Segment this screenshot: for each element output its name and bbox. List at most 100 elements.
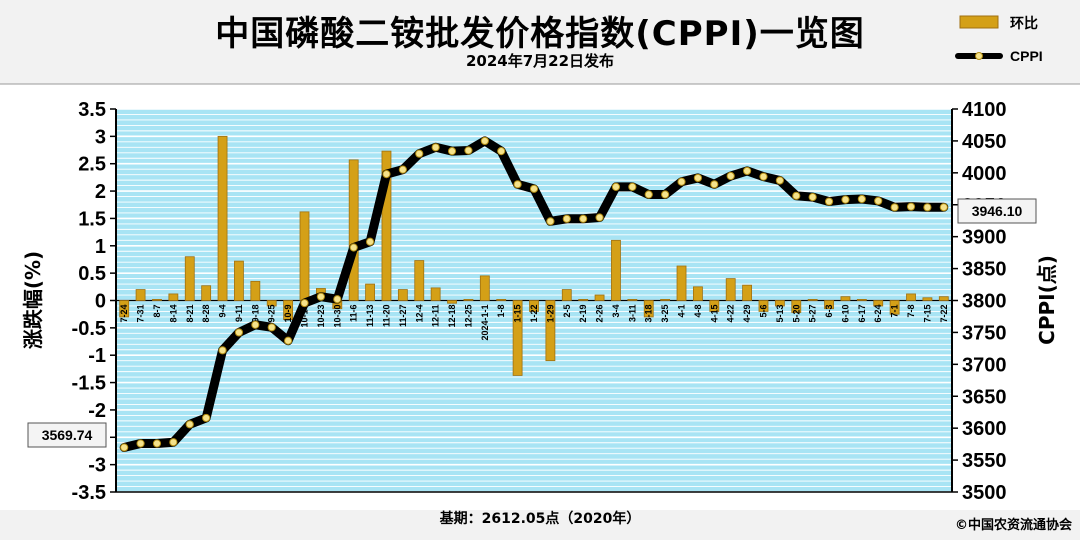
- x-axis-tick-label: 12-18: [447, 305, 457, 328]
- cppi-point: [431, 143, 440, 152]
- bar: [889, 300, 900, 315]
- cppi-point: [923, 203, 932, 212]
- x-axis-tick-label: 7-15: [922, 305, 932, 323]
- cppi-point: [464, 146, 473, 155]
- bar: [365, 283, 375, 301]
- bar: [725, 278, 736, 301]
- bar: [660, 299, 671, 301]
- left-axis-tick-label: 1: [95, 236, 106, 258]
- bar: [594, 294, 605, 301]
- cppi-point: [792, 191, 801, 200]
- plot-area: 3.532.521.510.50-0.5-1-1.5-2-2.5-3-3.541…: [72, 99, 1007, 504]
- cppi-point: [890, 203, 899, 212]
- legend-bar-label: 环比: [1010, 15, 1038, 31]
- bar: [758, 300, 769, 312]
- left-axis-tick-label: -2: [88, 400, 106, 422]
- cppi-point: [120, 443, 129, 452]
- x-axis-tick-label: 9-4: [218, 305, 228, 318]
- x-axis-tick-label: 6-24: [873, 305, 883, 323]
- callout-first-value: 3569.74: [42, 427, 93, 443]
- cppi-point: [857, 194, 866, 204]
- bar: [774, 300, 785, 307]
- cppi-point: [185, 420, 194, 429]
- cppi-point: [546, 217, 555, 226]
- cppi-point: [562, 214, 571, 223]
- cppi-point: [742, 166, 752, 176]
- bar: [135, 289, 146, 301]
- bar: [676, 265, 687, 301]
- cppi-point: [234, 328, 244, 337]
- cppi-point: [497, 147, 506, 156]
- x-axis-tick-label: 12-4: [414, 305, 424, 323]
- x-axis-tick-label: 11-27: [398, 305, 408, 328]
- x-axis-tick-label: 1-29: [545, 305, 555, 323]
- x-axis-tick-label: 4-29: [742, 305, 752, 323]
- bar: [234, 260, 244, 301]
- bar: [742, 284, 753, 301]
- x-axis-tick-label: 7-22: [939, 305, 949, 323]
- bar: [397, 289, 408, 301]
- bar: [381, 150, 392, 301]
- right-axis-tick-label: 3750: [962, 322, 1007, 344]
- x-axis-tick-label: 10-16: [300, 305, 310, 328]
- cppi-point: [529, 184, 539, 193]
- callout-last: 3946.10: [957, 198, 1037, 224]
- cppi-point: [808, 192, 817, 202]
- x-axis-tick-label: 3-18: [644, 305, 654, 323]
- bar: [840, 296, 851, 301]
- right-axis-label: CPPI(点): [1035, 255, 1059, 345]
- right-axis-tick-label: 4050: [962, 131, 1007, 153]
- left-axis-tick-label: 0: [95, 291, 106, 313]
- x-axis-tick-label: 9-18: [250, 305, 260, 323]
- left-axis-tick-label: -3.5: [72, 482, 106, 504]
- right-axis-tick-label: 3500: [962, 482, 1007, 504]
- x-axis-tick-label: 6-17: [857, 305, 867, 323]
- bar: [561, 289, 572, 301]
- cppi-point: [710, 180, 719, 189]
- x-axis-tick-label: 5-6: [758, 305, 768, 318]
- bar: [856, 299, 867, 301]
- x-axis-tick-label: 8-28: [201, 305, 211, 323]
- bar: [266, 300, 277, 307]
- bar: [922, 297, 933, 301]
- cppi-point: [202, 413, 211, 423]
- x-axis-tick-label: 2024-1-1: [480, 304, 490, 340]
- chart-subtitle: 2024年7月22日发布: [465, 52, 615, 70]
- cppi-point: [316, 292, 326, 301]
- left-axis-tick-label: -1.5: [72, 373, 106, 395]
- cppi-point: [398, 165, 407, 174]
- cppi-point: [595, 213, 604, 222]
- callout-last-value: 3946.10: [972, 203, 1023, 219]
- cppi-point: [874, 196, 883, 206]
- bar: [283, 300, 294, 321]
- cppi-point: [152, 439, 162, 448]
- x-axis-tick-label: 1-15: [513, 305, 523, 323]
- bar: [430, 287, 441, 301]
- x-axis-tick-label: 1-22: [529, 305, 539, 323]
- x-axis-tick-label: 4-8: [693, 305, 703, 318]
- bar: [791, 300, 802, 313]
- bar: [447, 300, 457, 304]
- x-axis-tick-label: 4-15: [709, 305, 719, 323]
- base-period-note: 基期：2612.05点（2020年）: [439, 511, 641, 527]
- x-axis-tick-label: 12-11: [431, 305, 441, 328]
- x-axis-tick-label: 7-1: [890, 305, 900, 318]
- x-axis-tick-label: 9-25: [267, 305, 277, 323]
- bar: [709, 300, 720, 312]
- x-axis-tick-label: 5-13: [775, 305, 785, 323]
- cppi-point: [300, 298, 309, 308]
- bar: [611, 239, 621, 301]
- bar: [119, 300, 130, 318]
- bar: [250, 280, 261, 301]
- x-axis-tick-label: 7-31: [136, 305, 146, 323]
- x-axis-tick-label: 7-8: [906, 305, 916, 318]
- legend-line-label: CPPI: [1010, 48, 1043, 64]
- callout-first: 3569.74: [27, 422, 107, 448]
- bar: [414, 260, 425, 301]
- x-axis-tick-label: 12-25: [463, 305, 473, 328]
- cppi-point: [775, 176, 784, 185]
- right-axis-tick-label: 3800: [962, 291, 1007, 313]
- left-axis-tick-label: 2.5: [78, 154, 106, 176]
- cppi-point: [611, 182, 621, 191]
